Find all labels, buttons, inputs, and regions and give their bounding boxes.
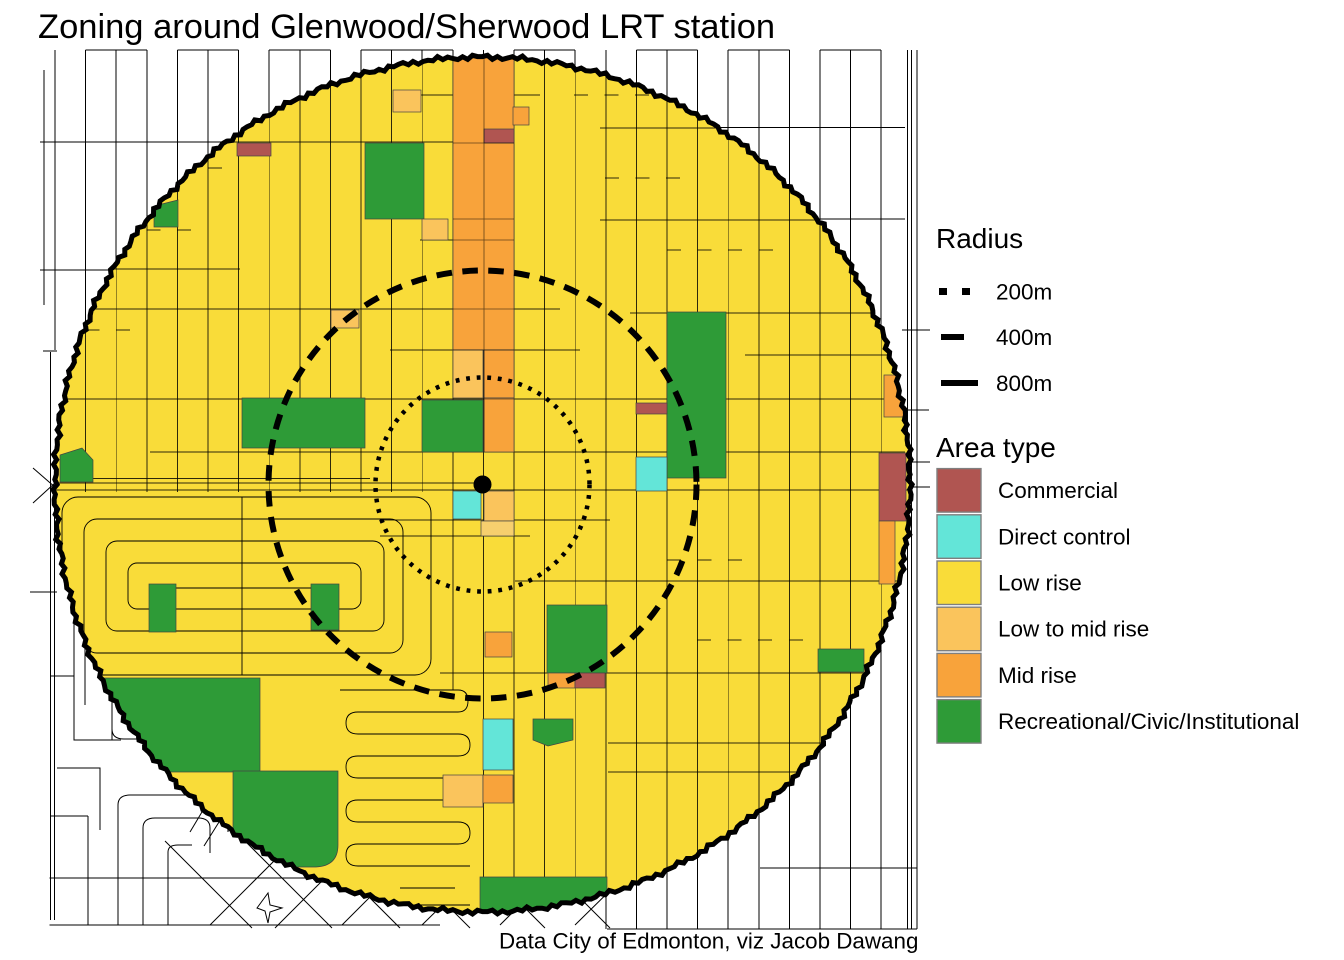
svg-text:Mid rise: Mid rise [998, 663, 1077, 688]
svg-text:Data City of Edmonton, viz Jac: Data City of Edmonton, viz Jacob Dawang [499, 929, 918, 954]
svg-text:800m: 800m [996, 371, 1052, 396]
svg-text:Recreational/Civic/Institution: Recreational/Civic/Institutional [998, 709, 1299, 734]
svg-text:Low to mid rise: Low to mid rise [998, 617, 1149, 642]
svg-text:Direct control: Direct control [998, 524, 1131, 549]
svg-text:200m: 200m [996, 280, 1052, 305]
svg-text:Area type: Area type [936, 432, 1056, 463]
svg-text:Radius: Radius [936, 223, 1023, 254]
svg-text:400m: 400m [996, 325, 1052, 350]
svg-text:Zoning around Glenwood/Sherwoo: Zoning around Glenwood/Sherwood LRT stat… [38, 8, 775, 46]
svg-text:Low rise: Low rise [998, 571, 1082, 596]
svg-text:Commercial: Commercial [998, 478, 1118, 503]
